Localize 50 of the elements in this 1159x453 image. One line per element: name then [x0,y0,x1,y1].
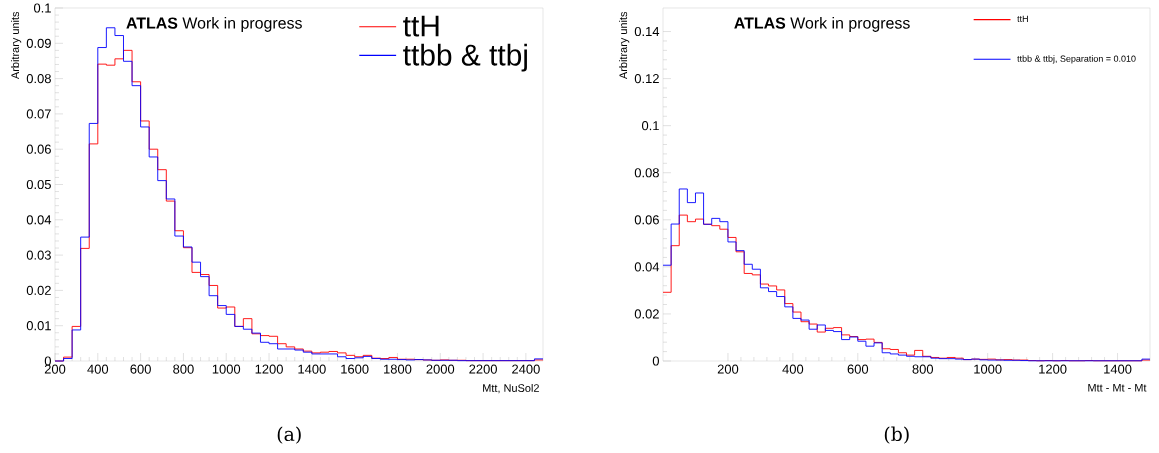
legend-label: ttH [403,15,439,37]
legend-label: ttbb & ttbj, Separation = 0.010 [1017,55,1136,64]
x-tick-label: 400 [782,364,804,374]
y-axis-title: Arbitrary units [11,11,22,80]
y-tick-label: 0.08 [634,168,659,178]
y-tick-label: 0.06 [26,144,51,154]
x-tick-label: 1200 [255,364,283,374]
x-tick-label: 2200 [469,364,497,374]
x-tick-label: 200 [717,364,739,374]
y-tick-label: 0.04 [26,215,52,225]
y-tick-label: 0.06 [634,215,659,225]
x-axis-title: Mtt - Mt - Mt [1088,383,1147,392]
x-tick-label: 600 [847,364,869,374]
y-tick-label: 0.03 [26,250,51,260]
y-tick-label: 0 [652,356,659,366]
y-tick-label: 0.12 [634,74,659,84]
x-tick-label: 1600 [341,364,369,374]
x-tick-label: 1400 [298,364,326,374]
annotation: ATLAS Work in progress [126,17,302,32]
text: (b) [884,426,909,444]
y-tick-label: 0.02 [26,285,51,295]
y-tick-label: 0.01 [26,321,51,331]
x-axis-title: Mtt, NuSol2 [483,383,539,394]
y-tick-label: 0.1 [33,3,51,13]
legend-label: ttbb & ttbj [403,43,527,72]
y-tick-label: 0.05 [26,179,51,190]
y-tick-label: 0.02 [634,309,659,319]
annotation: ATLAS Work in progress [734,17,910,32]
x-tick-label: 1800 [384,364,412,374]
x-tick-label: 1400 [1104,364,1132,374]
x-tick-label: 400 [87,364,109,374]
legend-label: ttH [1017,15,1028,22]
x-tick-label: 800 [912,364,934,374]
y-axis-title: Arbitrary units [619,11,630,80]
x-tick-label: 1200 [1039,364,1067,374]
x-tick-label: 2400 [512,364,540,374]
x-tick-label: 600 [130,364,151,374]
x-tick-label: 200 [44,364,66,374]
y-tick-label: 0.04 [634,262,660,272]
x-tick-label: 2000 [426,364,455,374]
x-tick-label: 1000 [212,364,241,374]
y-tick-label: 0.14 [634,26,660,37]
y-tick-label: 0.08 [26,74,51,84]
x-tick-label: 1000 [974,364,1002,374]
y-tick-label: 0 [44,356,51,366]
y-tick-label: 0.09 [26,38,51,48]
text: (a) [277,426,301,444]
y-tick-label: 0.1 [641,121,659,131]
x-tick-label: 800 [173,364,194,374]
y-tick-label: 0.07 [26,109,51,119]
